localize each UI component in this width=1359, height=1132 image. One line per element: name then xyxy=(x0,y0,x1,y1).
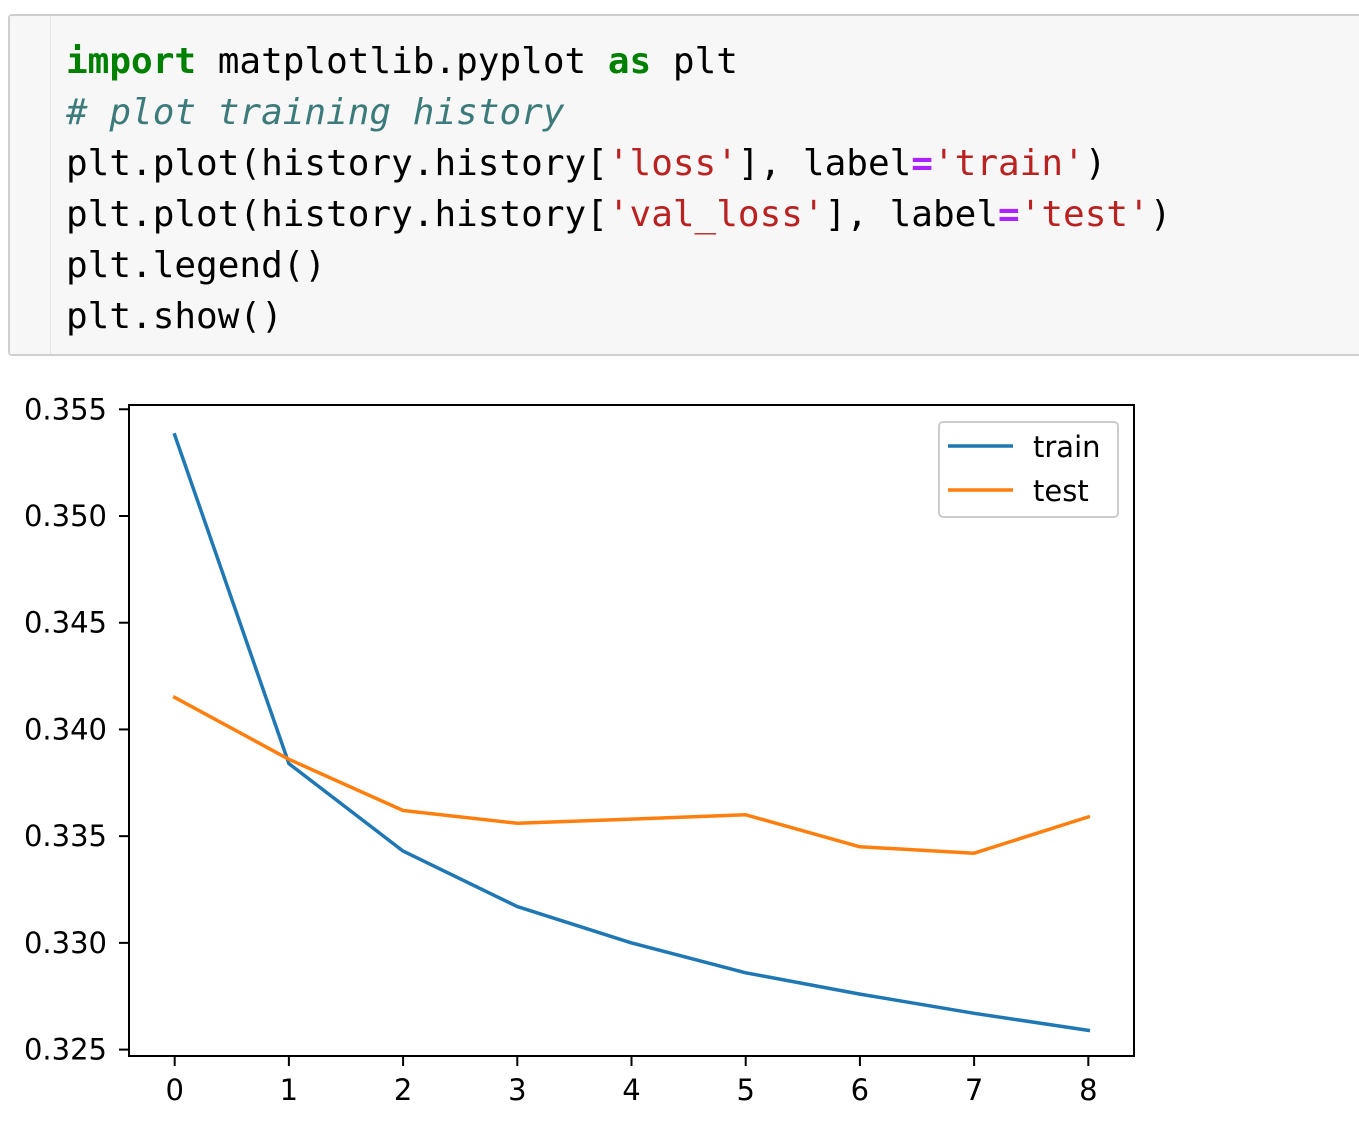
x-tick-label: 8 xyxy=(1079,1073,1097,1107)
loss-chart: 0 1 2 3 4 5 6 7 8 0.325 0.330 0.335 0.340 0.345 0.350 0… xyxy=(24,392,1135,1107)
code-cell[interactable]: import matplotlib.pyplot as plt # plot tr… xyxy=(8,14,1359,356)
y-tick-label: 0.335 xyxy=(24,819,107,853)
x-tick-label: 4 xyxy=(622,1073,640,1107)
y-tick-label: 0.340 xyxy=(24,712,107,746)
code-token: plt.plot(history.history[ xyxy=(66,143,608,184)
code-token: 'loss' xyxy=(607,143,738,184)
code-token: matplotlib.pyplot xyxy=(196,41,608,82)
code-token: plt.plot(history.history[ xyxy=(66,194,608,235)
x-tick-label: 1 xyxy=(280,1073,298,1107)
code-token: ], label xyxy=(737,143,912,184)
x-tick-label: 5 xyxy=(736,1073,754,1107)
code-line: # plot training history xyxy=(66,87,1171,138)
code-token: plt xyxy=(651,41,738,82)
y-tick-label: 0.330 xyxy=(24,926,107,960)
x-tick-label: 2 xyxy=(394,1073,412,1107)
code-token: as xyxy=(607,41,652,82)
code-token: = xyxy=(998,194,1020,235)
code-token: ) xyxy=(1149,194,1172,235)
code-token: plt.legend() xyxy=(66,245,327,286)
code-token: # plot training history xyxy=(66,92,565,133)
code-token: ], label xyxy=(824,194,998,235)
legend-label-train: train xyxy=(1033,430,1101,464)
code-line: plt.plot(history.history['val_loss'], la… xyxy=(66,189,1171,240)
code-token: 'train' xyxy=(932,143,1085,184)
code-token: ) xyxy=(1084,143,1107,184)
legend-label-test: test xyxy=(1033,474,1089,508)
y-tick-label: 0.355 xyxy=(24,392,107,426)
code-line: plt.show() xyxy=(66,291,1171,342)
code-token: 'val_loss' xyxy=(607,194,825,235)
y-tick-label: 0.325 xyxy=(24,1033,107,1067)
code-editor[interactable]: import matplotlib.pyplot as plt # plot tr… xyxy=(66,36,1171,342)
code-token: plt.show() xyxy=(66,296,283,337)
y-tick-label: 0.350 xyxy=(24,499,107,533)
series-line-test xyxy=(172,695,1091,855)
plot-output: 0 1 2 3 4 5 6 7 8 0.325 0.330 0.335 0.340 0.345 0.350 0… xyxy=(0,370,1180,1132)
code-token: 'test' xyxy=(1019,194,1150,235)
x-tick-label: 6 xyxy=(851,1073,869,1107)
code-line: plt.plot(history.history['loss'], label=… xyxy=(66,138,1171,189)
x-tick-label: 3 xyxy=(508,1073,526,1107)
code-token: = xyxy=(911,143,933,184)
code-token: import xyxy=(66,41,197,82)
code-line: import matplotlib.pyplot as plt xyxy=(66,36,1171,87)
y-tick-label: 0.345 xyxy=(24,606,107,640)
x-tick-label: 0 xyxy=(165,1073,183,1107)
code-cell-gutter xyxy=(10,16,51,354)
code-line: plt.legend() xyxy=(66,240,1171,291)
series-line-train xyxy=(172,432,1091,1033)
x-tick-label: 7 xyxy=(965,1073,983,1107)
